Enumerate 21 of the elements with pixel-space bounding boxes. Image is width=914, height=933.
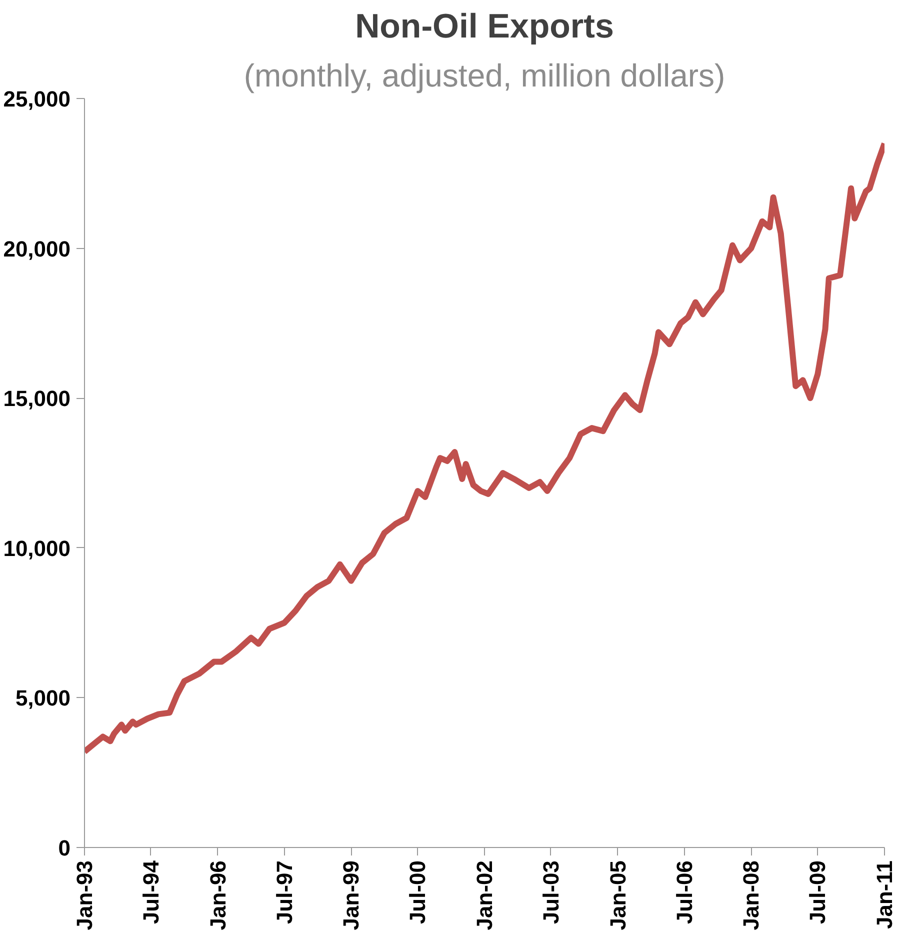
y-tick-label: 10,000 xyxy=(3,536,71,561)
x-tick-label: Jul-94 xyxy=(138,860,164,924)
y-tick-label: 25,000 xyxy=(3,86,71,112)
chart-subtitle: (monthly, adjusted, million dollars) xyxy=(244,58,726,94)
chart-title: Non-Oil Exports xyxy=(355,8,614,46)
x-tick-label: Jan-96 xyxy=(205,860,230,930)
y-tick-label: 0 xyxy=(58,836,71,860)
x-tick-label: Jan-11 xyxy=(872,860,897,929)
y-tick-label: 20,000 xyxy=(3,236,71,262)
x-tick-label: Jan-08 xyxy=(738,860,764,930)
x-tick-label: Jul-06 xyxy=(672,860,697,924)
y-tick-label: 5,000 xyxy=(15,686,71,711)
x-tick-label: Jan-05 xyxy=(605,860,630,930)
y-tick-label: 15,000 xyxy=(3,386,71,412)
x-tick-label: Jan-02 xyxy=(472,860,497,930)
x-tick-label: Jul-09 xyxy=(805,860,830,924)
x-tick-label: Jan-99 xyxy=(338,860,364,930)
x-tick-label: Jul-03 xyxy=(538,860,564,924)
x-tick-label: Jul-00 xyxy=(405,860,430,924)
x-tick-label: Jul-97 xyxy=(272,860,297,924)
x-tick-label: Jan-93 xyxy=(72,860,97,930)
